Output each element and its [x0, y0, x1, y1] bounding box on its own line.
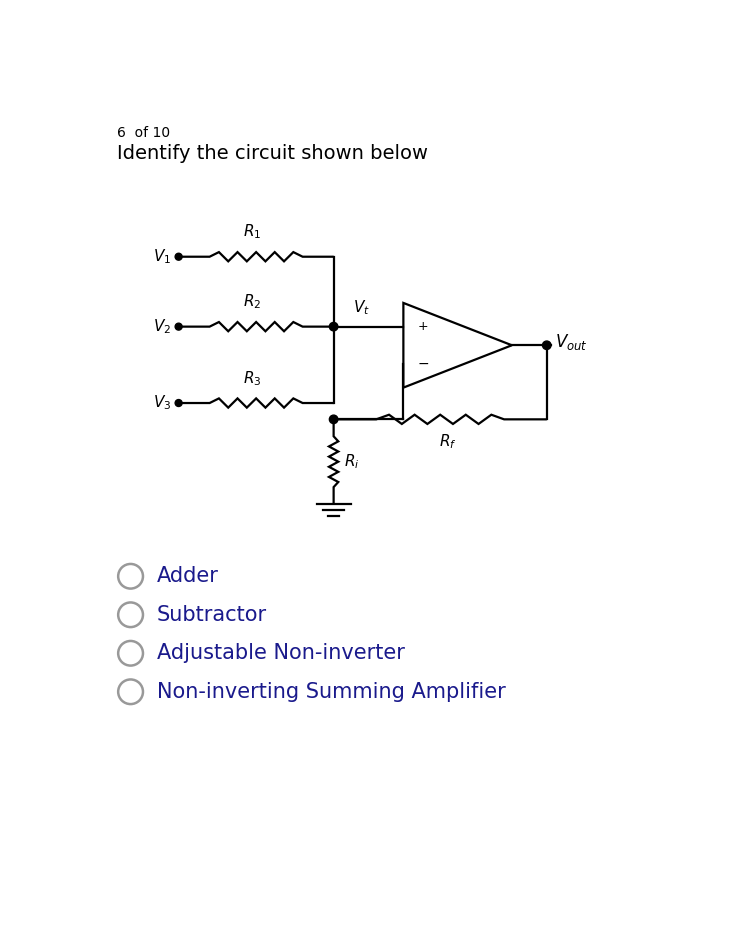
Text: Adder: Adder [157, 566, 219, 586]
Text: Identify the circuit shown below: Identify the circuit shown below [117, 144, 427, 162]
Text: $R_3$: $R_3$ [243, 369, 261, 387]
Text: $R_2$: $R_2$ [243, 293, 261, 312]
Text: Subtractor: Subtractor [157, 605, 267, 625]
Text: $V_3$: $V_3$ [152, 394, 171, 412]
Circle shape [175, 253, 182, 260]
Text: −: − [418, 357, 429, 371]
Text: $R_i$: $R_i$ [344, 453, 359, 471]
Circle shape [329, 415, 338, 424]
Text: $V_2$: $V_2$ [153, 317, 171, 336]
Text: $V_1$: $V_1$ [152, 247, 171, 266]
Circle shape [329, 323, 338, 331]
Circle shape [542, 341, 551, 350]
Text: $V_{out}$: $V_{out}$ [554, 332, 587, 352]
Text: +: + [418, 320, 428, 333]
Text: $V_t$: $V_t$ [353, 299, 370, 317]
Text: Adjustable Non-inverter: Adjustable Non-inverter [157, 643, 405, 663]
Text: Non-inverting Summing Amplifier: Non-inverting Summing Amplifier [157, 682, 506, 702]
Text: $R_1$: $R_1$ [243, 223, 261, 242]
Circle shape [175, 323, 182, 330]
Text: $R_f$: $R_f$ [439, 432, 456, 452]
Text: 6  of 10: 6 of 10 [117, 126, 170, 140]
Circle shape [175, 399, 182, 407]
